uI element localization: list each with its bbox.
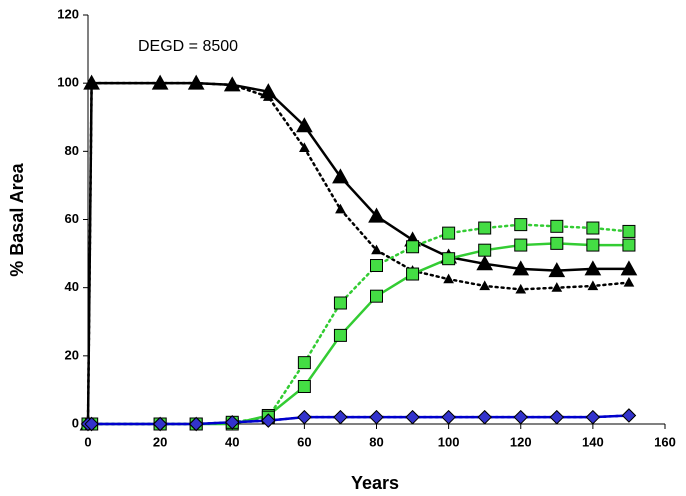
triangle-marker: [548, 262, 566, 278]
square-marker: [550, 219, 564, 233]
square-marker: [333, 296, 347, 310]
y-tick-label: 60: [65, 211, 79, 226]
series-line: [86, 414, 631, 426]
x-tick-label: 80: [369, 434, 383, 449]
square-marker: [297, 380, 311, 394]
triangle-marker: [623, 277, 635, 287]
square-marker: [586, 238, 600, 252]
square-marker: [406, 240, 420, 254]
diamond-marker: [405, 409, 420, 425]
y-tick-label: 40: [65, 279, 79, 294]
x-tick-label: 20: [153, 434, 167, 449]
diamond-marker: [188, 416, 204, 432]
triangle-marker: [368, 207, 385, 223]
square-marker: [478, 243, 492, 257]
triangle-marker: [620, 260, 638, 276]
y-tick-label: 0: [72, 415, 79, 430]
triangle-marker: [226, 79, 238, 89]
diamond-marker: [585, 409, 601, 425]
square-marker: [297, 356, 311, 370]
triangle-marker: [299, 142, 310, 153]
triangle-marker: [86, 77, 97, 88]
x-tick-label: 40: [225, 434, 239, 449]
series-line: [86, 223, 631, 426]
diamond-marker: [225, 415, 240, 430]
series-line: [86, 81, 631, 426]
square-marker: [406, 267, 420, 281]
diamond-marker: [297, 409, 312, 425]
x-tick-label: 0: [84, 434, 91, 449]
triangle-marker: [332, 168, 349, 184]
diamond-marker: [477, 409, 492, 425]
triangle-marker: [479, 280, 491, 291]
annotation: DEGD = 8500: [138, 38, 238, 55]
x-tick-label: 100: [438, 434, 460, 449]
triangle-marker: [587, 280, 599, 291]
triangle-marker: [551, 282, 563, 292]
y-tick-label: 100: [57, 75, 79, 90]
triangle-marker: [296, 117, 313, 133]
triangle-marker: [190, 77, 202, 88]
diamond-marker: [84, 416, 99, 432]
square-marker: [586, 221, 600, 235]
square-marker: [333, 328, 347, 342]
y-tick-label: 120: [57, 6, 79, 21]
x-tick-label: 160: [654, 434, 676, 449]
x-tick-label: 140: [582, 434, 604, 449]
square-marker: [370, 289, 383, 303]
square-marker: [442, 252, 456, 266]
diamond-marker: [549, 409, 565, 425]
square-marker: [550, 236, 564, 250]
square-marker: [622, 224, 636, 238]
triangle-marker: [476, 255, 494, 271]
x-axis-label: Years: [351, 473, 399, 493]
triangle-marker: [335, 203, 346, 214]
y-tick-label: 20: [65, 347, 79, 362]
square-marker: [514, 218, 528, 232]
y-tick-label: 80: [65, 143, 79, 158]
triangle-marker: [371, 244, 382, 255]
diamond-marker: [441, 409, 456, 425]
square-marker: [370, 259, 383, 273]
triangle-marker: [512, 260, 530, 276]
series-line: [86, 81, 631, 426]
x-tick-label: 120: [510, 434, 532, 449]
square-marker: [478, 221, 492, 235]
square-marker: [442, 226, 456, 240]
x-tick-label: 60: [297, 434, 311, 449]
diamond-marker: [333, 409, 348, 425]
triangle-marker: [262, 91, 274, 101]
diamond-marker: [513, 409, 528, 425]
square-marker: [622, 238, 636, 252]
diamond-marker: [621, 408, 637, 423]
y-axis-label: % Basal Area: [7, 162, 27, 276]
square-marker: [514, 238, 528, 252]
triangle-marker: [154, 77, 166, 88]
triangle-marker: [584, 260, 602, 276]
diamond-marker: [152, 416, 168, 432]
triangle-marker: [443, 273, 454, 284]
triangle-marker: [515, 283, 527, 294]
diamond-marker: [369, 409, 384, 425]
diamond-marker: [261, 413, 276, 428]
